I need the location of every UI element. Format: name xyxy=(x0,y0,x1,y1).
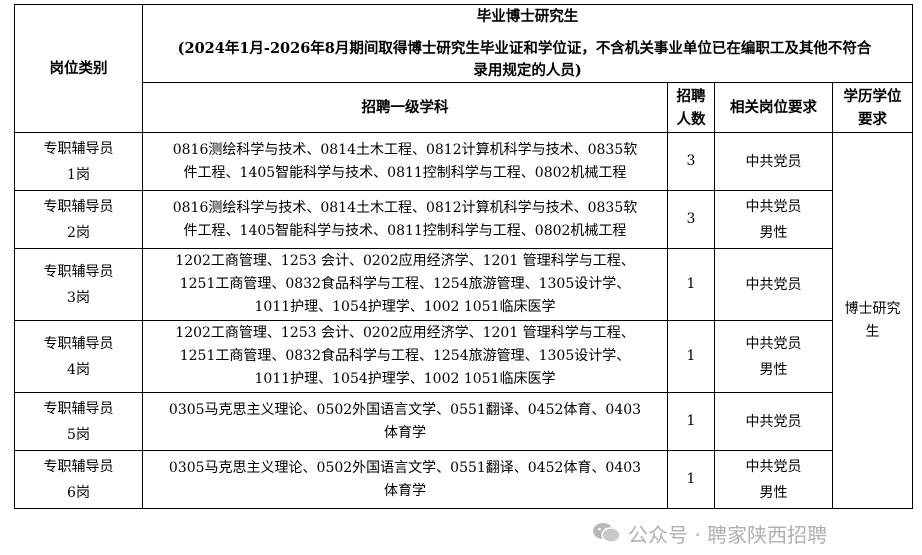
watermark-text: 公众号 · 聘家陕西招聘 xyxy=(628,522,828,547)
recruitment-table: 岗位类别 毕业博士研究生 (2024年1月-2026年8月期间取得博士研究生毕业… xyxy=(14,4,914,509)
subjects-cell-line: 1011护理、1054护理学、1002 1051临床医学 xyxy=(254,371,556,387)
post-cell: 专职辅导员 6岗 xyxy=(14,450,143,509)
subjects-cell: 1202工商管理、1253 会计、0202应用经济学、1201 管理科学与工程、… xyxy=(142,320,668,393)
header-category: 岗位类别 xyxy=(14,4,143,133)
group-note-1: (2024年1月-2026年8月期间取得博士研究生毕业证和学位证，不含机关事业单… xyxy=(177,39,872,57)
subjects-cell-line: 1011护理、1054护理学、1002 1051临床医学 xyxy=(254,299,556,315)
header-degree-2: 要求 xyxy=(858,110,888,128)
requirement-cell-line: 中共党员 xyxy=(745,413,802,430)
degree-cell: 博士研究生 xyxy=(831,132,914,509)
post-cell-line: 专职辅导员 xyxy=(43,140,114,157)
header-count-1: 招聘 xyxy=(676,87,706,105)
post-cell-line: 专职辅导员 xyxy=(43,400,114,417)
count-cell: 1 xyxy=(667,450,715,509)
subjects-cell-line: 件工程、1405智能科学与技术、0811控制科学与工程、0802机械工程 xyxy=(183,164,627,181)
requirement-cell-line: 中共党员 xyxy=(745,335,802,352)
requirement-cell: 中共党员 xyxy=(714,248,833,321)
requirement-cell: 中共党员 xyxy=(714,132,833,191)
subjects-cell: 1202工商管理、1253 会计、0202应用经济学、1201 管理科学与工程、… xyxy=(142,248,668,321)
wechat-icon xyxy=(592,521,622,545)
requirement-cell: 中共党员 男性 xyxy=(714,190,833,249)
subjects-cell: 0305马克思主义理论、0502外国语言文学、0551翻译、0452体育、040… xyxy=(142,392,668,451)
requirement-cell-line: 中共党员 xyxy=(745,153,802,170)
post-cell-line: 6岗 xyxy=(67,484,90,501)
header-count: 招聘 人数 xyxy=(667,82,715,133)
count-cell: 1 xyxy=(667,248,715,321)
header-requirement: 相关岗位要求 xyxy=(714,82,833,133)
subjects-cell-line: 件工程、1405智能科学与技术、0811控制科学与工程、0802机械工程 xyxy=(183,222,627,239)
count-cell: 3 xyxy=(667,132,715,191)
count-cell-line: 1 xyxy=(686,348,696,364)
post-cell: 专职辅导员 2岗 xyxy=(14,190,143,249)
subjects-cell: 0816测绘科学与技术、0814土木工程、0812计算机科学与技术、0835软件… xyxy=(142,190,668,249)
subjects-cell-line: 1202工商管理、1253 会计、0202应用经济学、1201 管理科学与工程、 xyxy=(175,325,635,341)
subjects-cell-line: 0305马克思主义理论、0502外国语言文学、0551翻译、0452体育、040… xyxy=(168,401,642,418)
requirement-cell-line: 中共党员 xyxy=(745,198,802,215)
table-row: 专职辅导员 2岗 0816测绘科学与技术、0814土木工程、0812计算机科学与技术… xyxy=(14,190,913,249)
subjects-cell-line: 体育学 xyxy=(384,424,426,441)
post-cell-line: 专职辅导员 xyxy=(43,198,114,215)
requirement-cell-line: 男性 xyxy=(759,361,788,378)
requirement-cell-line: 中共党员 xyxy=(745,458,802,475)
post-cell-line: 1岗 xyxy=(67,166,90,183)
post-cell-line: 3岗 xyxy=(67,289,90,306)
requirement-cell: 中共党员 男性 xyxy=(714,450,833,509)
table-row: 专职辅导员 4岗 1202工商管理、1253 会计、0202应用经济学、1201 管… xyxy=(14,320,913,393)
header-group: 毕业博士研究生 (2024年1月-2026年8月期间取得博士研究生毕业证和学位证… xyxy=(141,4,914,83)
table-body: 专职辅导员 1岗 0816测绘科学与技术、0814土木工程、0812计算机科学与技术… xyxy=(14,132,914,509)
table-row: 专职辅导员 5岗 0305马克思主义理论、0502外国语言文学、0551翻译、045… xyxy=(14,392,913,451)
post-cell-line: 专职辅导员 xyxy=(43,335,114,352)
post-cell-line: 专职辅导员 xyxy=(43,458,114,475)
count-cell-line: 3 xyxy=(686,211,696,227)
subjects-cell-line: 1202工商管理、1253 会计、0202应用经济学、1201 管理科学与工程、 xyxy=(175,253,635,269)
subjects-cell-line: 0816测绘科学与技术、0814土木工程、0812计算机科学与技术、0835软 xyxy=(172,141,638,158)
post-cell: 专职辅导员 5岗 xyxy=(14,392,143,451)
subjects-cell-line: 1251工商管理、0832食品科学与工程、1254旅游管理、1305设计学、 xyxy=(179,276,631,292)
subjects-cell: 0305马克思主义理论、0502外国语言文学、0551翻译、0452体育、040… xyxy=(142,450,668,509)
table-row: 专职辅导员 1岗 0816测绘科学与技术、0814土木工程、0812计算机科学与技术… xyxy=(14,132,914,509)
header-count-2: 人数 xyxy=(676,110,706,128)
header-degree: 学历学位 要求 xyxy=(831,82,914,133)
count-cell-line: 1 xyxy=(686,471,696,487)
watermark: 公众号 · 聘家陕西招聘 xyxy=(592,518,827,548)
group-title: 毕业博士研究生 xyxy=(476,7,579,25)
post-cell: 专职辅导员 3岗 xyxy=(14,248,143,321)
count-cell: 3 xyxy=(667,190,715,249)
requirement-cell-line: 男性 xyxy=(759,484,788,501)
count-cell: 1 xyxy=(667,320,715,393)
subjects-cell: 0816测绘科学与技术、0814土木工程、0812计算机科学与技术、0835软件… xyxy=(142,132,668,191)
table-row: 专职辅导员 3岗 1202工商管理、1253 会计、0202应用经济学、1201 管… xyxy=(14,248,913,321)
requirement-cell-line: 中共党员 xyxy=(745,276,802,293)
post-cell-line: 2岗 xyxy=(67,224,90,241)
group-note-2: 录用规定的人员) xyxy=(473,61,582,79)
count-cell-line: 1 xyxy=(686,413,696,429)
subjects-cell-line: 1251工商管理、0832食品科学与工程、1254旅游管理、1305设计学、 xyxy=(179,348,631,364)
post-cell: 专职辅导员 4岗 xyxy=(14,320,143,393)
post-cell-line: 4岗 xyxy=(67,361,90,378)
requirement-cell: 中共党员 xyxy=(714,392,833,451)
subjects-cell-line: 0305马克思主义理论、0502外国语言文学、0551翻译、0452体育、040… xyxy=(168,459,642,476)
count-cell-line: 3 xyxy=(686,153,696,169)
subjects-cell-line: 体育学 xyxy=(384,482,426,499)
count-cell-line: 1 xyxy=(686,276,696,292)
header-subjects: 招聘一级学科 xyxy=(142,82,668,133)
requirement-cell: 中共党员 男性 xyxy=(714,320,833,393)
count-cell: 1 xyxy=(667,392,715,451)
post-cell-line: 专职辅导员 xyxy=(43,263,114,280)
requirement-cell-line: 男性 xyxy=(759,224,788,241)
post-cell-line: 5岗 xyxy=(67,426,90,443)
header-degree-1: 学历学位 xyxy=(843,87,902,105)
table-row: 专职辅导员 6岗 0305马克思主义理论、0502外国语言文学、0551翻译、045… xyxy=(14,450,913,509)
subjects-cell-line: 0816测绘科学与技术、0814土木工程、0812计算机科学与技术、0835软 xyxy=(172,199,638,216)
post-cell: 专职辅导员 1岗 xyxy=(14,132,143,191)
